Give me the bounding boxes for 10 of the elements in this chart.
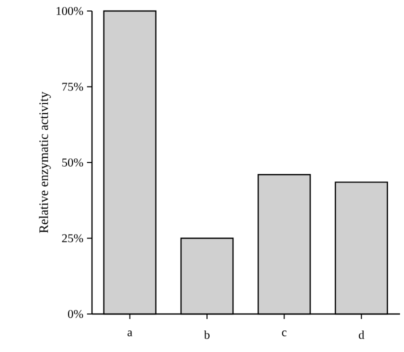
- x-tick-label: a: [128, 330, 132, 336]
- y-tick-label: 75%: [62, 82, 84, 91]
- y-tick-label: 50%: [62, 158, 84, 167]
- x-tick-label: d: [358, 330, 364, 339]
- y-tick-label: 0%: [68, 310, 84, 318]
- x-tick-label: c: [282, 330, 286, 336]
- y-axis-title: Relative enzymatic activity: [38, 92, 51, 233]
- x-tick-label: b: [204, 330, 210, 339]
- y-tick-label: 25%: [62, 234, 84, 242]
- y-tick-label: 100%: [56, 6, 84, 16]
